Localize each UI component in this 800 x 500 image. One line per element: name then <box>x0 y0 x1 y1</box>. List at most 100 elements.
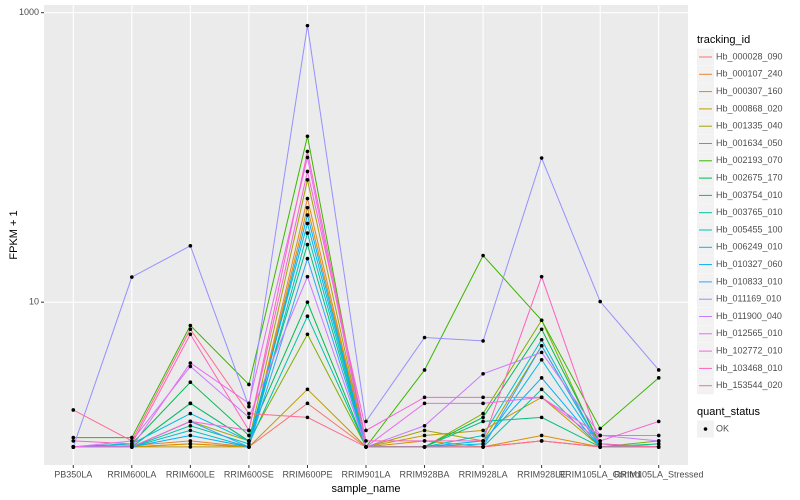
legend-label: Hb_010833_010 <box>716 276 783 286</box>
data-point <box>247 401 251 406</box>
data-point <box>364 439 368 443</box>
x-tick-label: RRIM928BA <box>400 469 450 479</box>
data-point <box>539 318 544 323</box>
legend-label: Hb_001634_050 <box>716 138 783 148</box>
data-point <box>481 419 485 424</box>
point-legend-title: quant_status <box>697 406 760 418</box>
data-point <box>422 395 427 400</box>
data-point <box>656 376 661 380</box>
data-point <box>364 419 368 424</box>
data-point <box>481 445 485 449</box>
data-point <box>71 408 76 412</box>
data-point <box>130 275 134 279</box>
data-point <box>481 401 485 406</box>
data-point <box>539 376 544 380</box>
legend-label: Hb_003765_010 <box>716 207 783 217</box>
data-point <box>656 439 661 443</box>
data-point <box>305 415 310 420</box>
data-point <box>247 382 251 387</box>
data-point <box>598 445 602 449</box>
data-point <box>598 299 602 304</box>
legend-label: Hb_012565_010 <box>716 328 783 338</box>
data-point <box>305 149 310 154</box>
data-point <box>422 335 427 340</box>
data-point <box>247 404 251 409</box>
y-tick-label: 10 <box>29 297 39 307</box>
data-point <box>364 428 368 433</box>
data-point <box>188 401 193 406</box>
data-point <box>481 339 485 343</box>
data-point <box>305 300 310 304</box>
legend-label: Hb_003754_010 <box>716 190 783 200</box>
data-point <box>188 423 193 428</box>
data-point <box>481 371 485 376</box>
legend-label: Hb_000307_160 <box>716 86 783 96</box>
data-point <box>305 213 310 217</box>
data-point <box>247 445 251 449</box>
data-point <box>305 169 310 174</box>
data-point <box>598 426 602 431</box>
data-point <box>188 433 193 438</box>
data-point <box>71 439 76 443</box>
data-point <box>188 428 193 433</box>
legend-label: Hb_102772_010 <box>716 345 783 355</box>
data-point <box>130 442 134 446</box>
legend-label: Hb_153544_020 <box>716 380 783 390</box>
data-point <box>188 445 193 449</box>
data-point <box>539 415 544 420</box>
data-point <box>656 419 661 424</box>
data-point <box>130 435 134 440</box>
data-point <box>188 419 193 424</box>
x-tick-label: RRIM600LE <box>166 469 215 479</box>
legend-label: Hb_000028_090 <box>716 51 783 61</box>
point-legend-label: OK <box>716 423 729 433</box>
data-point <box>656 368 661 372</box>
data-point <box>422 401 427 406</box>
data-point <box>305 274 310 279</box>
data-point <box>539 357 544 362</box>
data-point <box>422 423 427 428</box>
x-tick-label: RRIM105LA_Stressed <box>614 469 704 479</box>
x-tick-label: RRIM928LE <box>517 469 566 479</box>
data-point <box>539 343 544 348</box>
legend-label: Hb_002675_170 <box>716 172 783 182</box>
data-point <box>539 274 544 279</box>
x-tick-label: RRIM600LA <box>107 469 156 479</box>
data-point <box>305 231 310 235</box>
data-point <box>188 380 193 384</box>
y-tick-label: 1000 <box>19 7 39 17</box>
data-point <box>539 350 544 355</box>
y-axis-title: FPKM + 1 <box>8 210 20 259</box>
data-point <box>539 156 544 160</box>
point-legend-swatch <box>703 427 708 431</box>
data-point <box>422 368 427 372</box>
data-point <box>305 196 310 201</box>
data-point <box>481 415 485 420</box>
legend-label: Hb_011900_040 <box>716 311 782 321</box>
data-point <box>539 337 544 342</box>
legend-title: tracking_id <box>697 34 750 46</box>
data-point <box>481 442 485 446</box>
data-point <box>305 221 310 226</box>
x-tick-label: RRIM105LA_Control <box>559 469 642 479</box>
data-point <box>188 327 193 332</box>
data-point <box>481 433 485 438</box>
legend-label: Hb_001335_040 <box>716 121 783 131</box>
data-point <box>481 428 485 433</box>
legend-label: Hb_000868_020 <box>716 103 783 113</box>
legend-label: Hb_002193_070 <box>716 155 783 165</box>
data-point <box>247 442 251 446</box>
data-point <box>130 439 134 443</box>
data-point <box>598 433 602 438</box>
data-point <box>422 433 427 438</box>
legend-label: Hb_005455_100 <box>716 224 783 234</box>
legend-label: Hb_000107_240 <box>716 69 783 79</box>
data-point <box>364 445 368 449</box>
data-point <box>71 445 76 449</box>
data-point <box>422 439 427 443</box>
x-tick-label: PB350LA <box>54 469 92 479</box>
data-point <box>305 134 310 139</box>
data-point <box>422 445 427 449</box>
